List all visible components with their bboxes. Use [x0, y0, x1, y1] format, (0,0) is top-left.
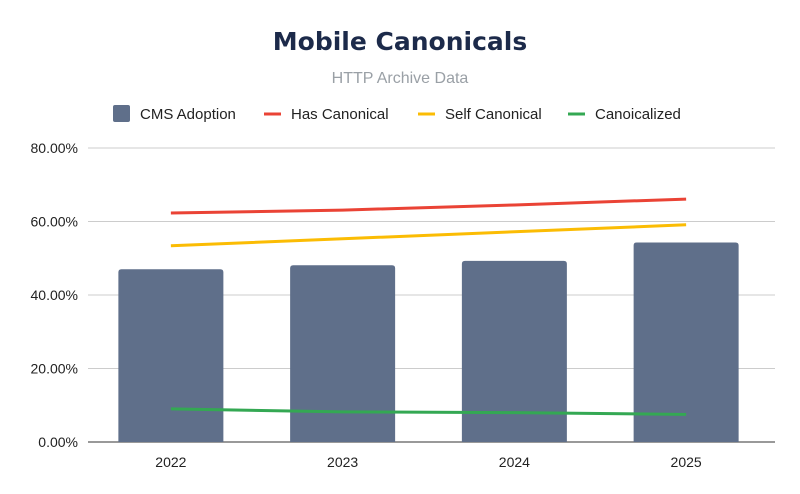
y-tick-label: 40.00% — [31, 287, 78, 303]
bars — [118, 242, 739, 442]
x-tick-label: 2022 — [155, 454, 186, 470]
legend: CMS Adoption Has Canonical Self Canonical C… — [113, 105, 681, 123]
legend-swatch — [113, 105, 130, 122]
grid: 0.00% 20.00% 40.00% 60.00% 80.00% — [31, 140, 775, 450]
legend-label: CMS Adoption — [140, 106, 236, 123]
y-tick-label: 0.00% — [38, 434, 78, 450]
lines — [170, 197, 687, 416]
chart-title: Mobile Canonicals — [273, 27, 527, 56]
x-axis: 2022 2023 2024 2025 — [155, 454, 702, 470]
x-tick-label: 2025 — [671, 454, 702, 470]
y-tick-label: 20.00% — [31, 361, 78, 377]
chart-subtitle: HTTP Archive Data — [332, 70, 469, 87]
bar-2022 — [118, 269, 224, 442]
legend-label: Self Canonical — [445, 106, 542, 123]
x-tick-label: 2024 — [499, 454, 530, 470]
legend-label: Canoicalized — [595, 106, 681, 123]
legend-label: Has Canonical — [291, 106, 389, 123]
line-has-canonical — [170, 197, 687, 215]
line-canoicalized — [170, 407, 687, 416]
line-self-canonical — [170, 223, 687, 248]
bar-2023 — [290, 265, 396, 442]
bar-2025 — [633, 242, 739, 442]
x-tick-label: 2023 — [327, 454, 358, 470]
y-tick-label: 60.00% — [31, 214, 78, 230]
y-tick-label: 80.00% — [31, 140, 78, 156]
bar-2024 — [461, 260, 567, 442]
